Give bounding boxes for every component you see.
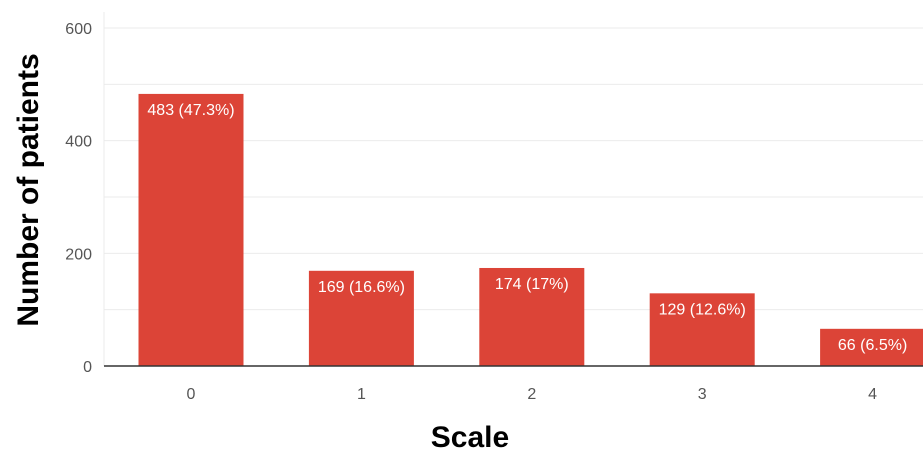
data-label: 66 (6.5%) bbox=[838, 337, 907, 354]
y-tick-label: 0 bbox=[83, 359, 92, 376]
y-tick-label: 200 bbox=[65, 246, 92, 263]
x-tick-label: 2 bbox=[527, 386, 536, 403]
data-label: 169 (16.6%) bbox=[318, 279, 405, 296]
data-label: 483 (47.3%) bbox=[147, 102, 234, 119]
x-tick-label: 1 bbox=[357, 386, 366, 403]
x-tick-labels: 0 1 2 3 4 bbox=[187, 386, 878, 403]
data-label: 174 (17%) bbox=[495, 276, 569, 293]
bar bbox=[138, 93, 244, 366]
y-tick-label: 400 bbox=[65, 134, 92, 151]
bar bbox=[649, 293, 755, 366]
y-axis-title: Number of patients bbox=[12, 53, 45, 326]
bar bbox=[308, 270, 414, 366]
data-labels: 483 (47.3%) 169 (16.6%) 174 (17%) 129 (12.6… bbox=[147, 102, 907, 354]
data-label: 129 (12.6%) bbox=[659, 301, 746, 318]
bars bbox=[138, 93, 923, 366]
y-tick-label: 600 bbox=[65, 21, 92, 38]
x-tick-label: 0 bbox=[187, 386, 196, 403]
bar bbox=[820, 328, 923, 366]
bar bbox=[479, 267, 585, 366]
y-tick-labels: 0 200 400 600 bbox=[65, 21, 92, 376]
x-tick-label: 4 bbox=[868, 386, 877, 403]
x-tick-label: 3 bbox=[698, 386, 707, 403]
x-axis-title: Scale bbox=[431, 421, 509, 452]
